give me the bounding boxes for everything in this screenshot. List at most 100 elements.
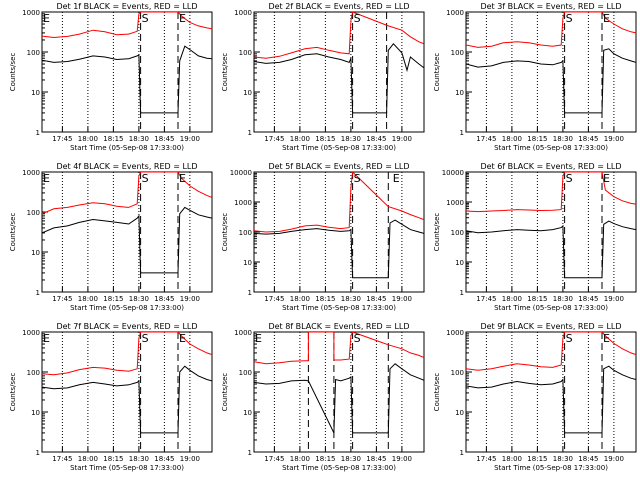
y-tick-label: 10 [31, 409, 40, 417]
x-tick-label: 18:15 [527, 135, 547, 143]
y-tick-label: 10 [243, 259, 252, 267]
marker-e: E [179, 332, 186, 345]
y-axis-label: Counts/sec [433, 53, 441, 92]
x-tick-label: 18:30 [553, 135, 573, 143]
panel-7: 17:45 18:00 18:15 18:30 18:45 19:00 1 10 100 1000… [9, 322, 213, 472]
x-axis-label: Start Time (05-Sep-08 17:33:00) [494, 304, 608, 312]
panel-title: Det 6f BLACK = Events, RED = LLD [480, 162, 621, 171]
x-tick-label: 19:00 [604, 455, 624, 463]
x-tick-label: 18:00 [502, 135, 522, 143]
x-axis-label: Start Time (05-Sep-08 17:33:00) [70, 304, 184, 312]
x-tick-label: 18:45 [366, 455, 386, 463]
x-tick-label: 17:45 [264, 295, 284, 303]
x-tick-label: 18:00 [502, 455, 522, 463]
x-tick-label: 18:00 [78, 295, 98, 303]
panel-title: Det 9f BLACK = Events, RED = LLD [480, 322, 621, 331]
y-axis-label: Counts/sec [221, 373, 229, 412]
marker-e: E [603, 172, 610, 185]
x-tick-label: 19:00 [392, 455, 412, 463]
y-tick-label: 1000 [22, 9, 40, 17]
x-axis-label: Start Time (05-Sep-08 17:33:00) [282, 464, 396, 472]
events-series-line [42, 206, 212, 274]
x-tick-label: 17:45 [52, 455, 72, 463]
y-tick-label: 1 [36, 289, 40, 297]
x-tick-label: 17:45 [264, 135, 284, 143]
y-tick-label: 1 [460, 289, 464, 297]
lld-series-line [254, 332, 424, 365]
plot-frame [253, 171, 425, 293]
y-tick-label: 10 [455, 409, 464, 417]
marker-e: E [393, 172, 400, 185]
events-series-line [42, 365, 212, 434]
x-tick-label: 19:00 [604, 295, 624, 303]
x-tick-label: 18:30 [341, 455, 361, 463]
marker-e: E [43, 332, 50, 345]
y-axis-label: Counts/sec [433, 373, 441, 412]
panel-title: Det 1f BLACK = Events, RED = LLD [56, 2, 197, 11]
x-tick-label: 18:30 [553, 295, 573, 303]
x-tick-label: 18:30 [129, 135, 149, 143]
panel-3: 17:45 18:00 18:15 18:30 18:45 19:00 1 10 100 1000… [433, 2, 637, 152]
events-series-line [42, 45, 212, 114]
x-axis-label: Start Time (05-Sep-08 17:33:00) [494, 144, 608, 152]
events-series-line [254, 43, 424, 114]
x-tick-label: 18:45 [366, 295, 386, 303]
marker-s: S [354, 172, 361, 185]
panel-1: 17:45 18:00 18:15 18:30 18:45 19:00 1 10 100 1000… [9, 2, 213, 152]
marker-s: S [566, 12, 573, 25]
plot-frame [465, 331, 637, 453]
y-tick-label: 100 [27, 49, 40, 57]
panel-title: Det 5f BLACK = Events, RED = LLD [268, 162, 409, 171]
y-tick-label: 1000 [446, 199, 464, 207]
marker-s: S [142, 332, 149, 345]
y-tick-label: 10 [243, 409, 252, 417]
x-tick-label: 18:30 [553, 455, 573, 463]
x-tick-label: 17:45 [264, 455, 284, 463]
lld-series-line [466, 172, 636, 213]
x-tick-label: 17:45 [476, 455, 496, 463]
y-tick-label: 1000 [234, 329, 252, 337]
y-tick-label: 10 [455, 89, 464, 97]
events-series-line [466, 365, 636, 434]
lld-series-line [254, 172, 424, 233]
x-tick-label: 17:45 [476, 295, 496, 303]
panel-5: 17:45 18:00 18:15 18:30 18:45 19:00 1 10 100 1000… [221, 162, 425, 312]
marker-e: E [603, 332, 610, 345]
y-tick-label: 100 [27, 369, 40, 377]
x-tick-label: 18:45 [154, 135, 174, 143]
x-axis-label: Start Time (05-Sep-08 17:33:00) [282, 304, 396, 312]
plot-frame [253, 331, 425, 453]
x-tick-label: 18:45 [578, 455, 598, 463]
y-tick-label: 100 [451, 49, 464, 57]
y-tick-label: 100 [239, 49, 252, 57]
y-axis-label: Counts/sec [221, 213, 229, 252]
x-tick-label: 18:30 [341, 295, 361, 303]
x-tick-label: 18:15 [315, 135, 335, 143]
marker-e: E [179, 12, 186, 25]
y-tick-label: 1000 [446, 9, 464, 17]
y-tick-label: 10 [31, 249, 40, 257]
y-axis-label: Counts/sec [433, 213, 441, 252]
x-tick-label: 18:15 [527, 295, 547, 303]
x-tick-label: 18:30 [129, 295, 149, 303]
y-tick-label: 100 [451, 369, 464, 377]
y-tick-label: 10 [243, 89, 252, 97]
plot-frame [41, 11, 213, 133]
marker-e: E [255, 332, 262, 345]
y-tick-label: 100 [451, 229, 464, 237]
panel-6: 17:45 18:00 18:15 18:30 18:45 19:00 1 10 100 1000… [433, 162, 637, 312]
y-tick-label: 10 [31, 89, 40, 97]
x-tick-label: 18:15 [315, 455, 335, 463]
y-tick-label: 10 [455, 259, 464, 267]
y-tick-label: 1000 [22, 169, 40, 177]
x-tick-label: 19:00 [392, 295, 412, 303]
x-axis-label: Start Time (05-Sep-08 17:33:00) [282, 144, 396, 152]
y-axis-label: Counts/sec [9, 213, 17, 252]
x-tick-label: 18:15 [103, 455, 123, 463]
x-tick-label: 18:00 [290, 455, 310, 463]
y-tick-label: 1000 [22, 329, 40, 337]
x-tick-label: 19:00 [604, 135, 624, 143]
y-tick-label: 1000 [234, 199, 252, 207]
y-tick-label: 10000 [230, 169, 252, 177]
x-tick-label: 18:45 [578, 135, 598, 143]
